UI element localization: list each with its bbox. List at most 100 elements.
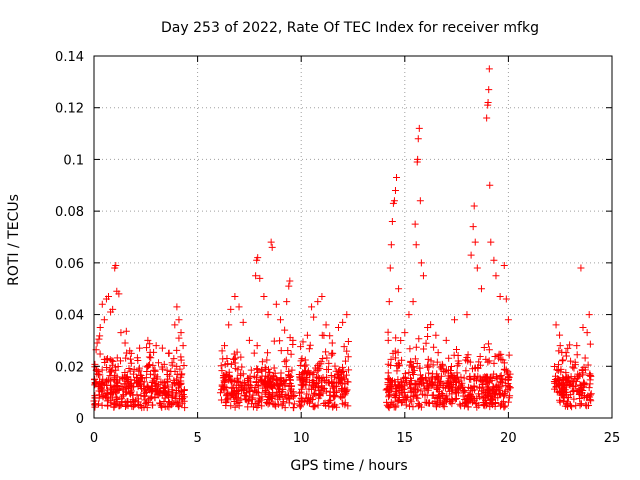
baseline-point (176, 389, 184, 397)
data-point (117, 329, 125, 337)
baseline-point (446, 398, 454, 406)
baseline-point (269, 391, 277, 399)
baseline-point (122, 327, 130, 335)
data-point (415, 124, 423, 132)
baseline-point (289, 404, 297, 412)
data-point (158, 344, 166, 352)
data-point (127, 349, 135, 357)
baseline-point (112, 395, 120, 403)
baseline-point (248, 394, 256, 402)
baseline-point (263, 356, 271, 364)
baseline-point (585, 384, 593, 392)
data-point (414, 155, 422, 163)
baseline-point (287, 387, 295, 395)
data-point (504, 316, 512, 324)
baseline-point (237, 382, 245, 390)
baseline-point (140, 403, 148, 411)
data-point (297, 388, 305, 396)
baseline-point (397, 336, 405, 344)
baseline-point (127, 359, 135, 367)
baseline-point (333, 379, 341, 387)
data-point (260, 292, 268, 300)
baseline-point (570, 382, 578, 390)
data-point (91, 401, 99, 409)
y-axis-label: ROTI / TECUs (6, 194, 22, 286)
baseline-point (157, 378, 165, 386)
baseline-point (580, 381, 588, 389)
baseline-point (570, 395, 578, 403)
baseline-point (301, 356, 309, 364)
baseline-point (319, 385, 327, 393)
baseline-point (463, 353, 471, 361)
baseline-point (113, 396, 121, 404)
baseline-point (433, 372, 441, 380)
baseline-point (323, 354, 331, 362)
baseline-point (222, 399, 230, 407)
baseline-point (296, 401, 304, 409)
baseline-point (405, 369, 413, 377)
baseline-point (123, 377, 131, 385)
baseline-point (149, 401, 157, 409)
baseline-point (109, 357, 117, 365)
baseline-point (424, 333, 432, 341)
baseline-point (338, 380, 346, 388)
data-point (386, 264, 394, 272)
data-point (451, 316, 459, 324)
baseline-point (481, 373, 489, 381)
baseline-point (500, 366, 508, 374)
baseline-point (433, 385, 441, 393)
data-point (556, 342, 564, 350)
data-point (334, 324, 342, 331)
baseline-point (485, 379, 493, 387)
baseline-point (116, 402, 124, 410)
baseline-point (343, 371, 351, 379)
baseline-point (325, 359, 333, 367)
baseline-point (407, 398, 415, 406)
data-point (227, 305, 235, 313)
baseline-point (262, 388, 270, 396)
baseline-point (312, 364, 320, 372)
data-point (414, 135, 422, 143)
data-point (485, 86, 493, 94)
baseline-point (223, 392, 231, 400)
baseline-point (114, 363, 122, 371)
baseline-point (296, 403, 304, 411)
baseline-point (276, 337, 284, 345)
baseline-point (180, 361, 188, 369)
baseline-point (249, 391, 257, 399)
baseline-point (107, 391, 115, 399)
baseline-point (175, 334, 183, 342)
baseline-point (110, 403, 118, 411)
baseline-point (172, 392, 180, 400)
baseline-point (229, 383, 237, 391)
baseline-point (434, 384, 442, 392)
data-point (256, 274, 264, 282)
baseline-point (153, 373, 161, 381)
baseline-point (244, 374, 252, 382)
baseline-point (344, 338, 352, 346)
baseline-point (556, 396, 564, 404)
baseline-point (230, 350, 238, 358)
baseline-point (393, 390, 401, 398)
data-point (245, 336, 253, 344)
baseline-point (290, 400, 298, 408)
baseline-point (478, 390, 486, 398)
baseline-point (216, 389, 224, 397)
baseline-point (496, 390, 503, 398)
baseline-point (331, 362, 339, 370)
baseline-point (339, 400, 347, 408)
baseline-point (485, 346, 493, 354)
baseline-point (296, 362, 304, 370)
baseline-point (452, 388, 460, 396)
baseline-point (140, 389, 148, 397)
baseline-point (242, 381, 250, 389)
baseline-point (422, 374, 430, 382)
data-point (473, 264, 481, 272)
baseline-point (410, 388, 418, 396)
baseline-point (555, 379, 563, 387)
baseline-point (479, 398, 487, 406)
data-point (567, 357, 575, 365)
baseline-point (324, 366, 332, 374)
baseline-point (413, 360, 421, 368)
baseline-point (400, 374, 408, 382)
